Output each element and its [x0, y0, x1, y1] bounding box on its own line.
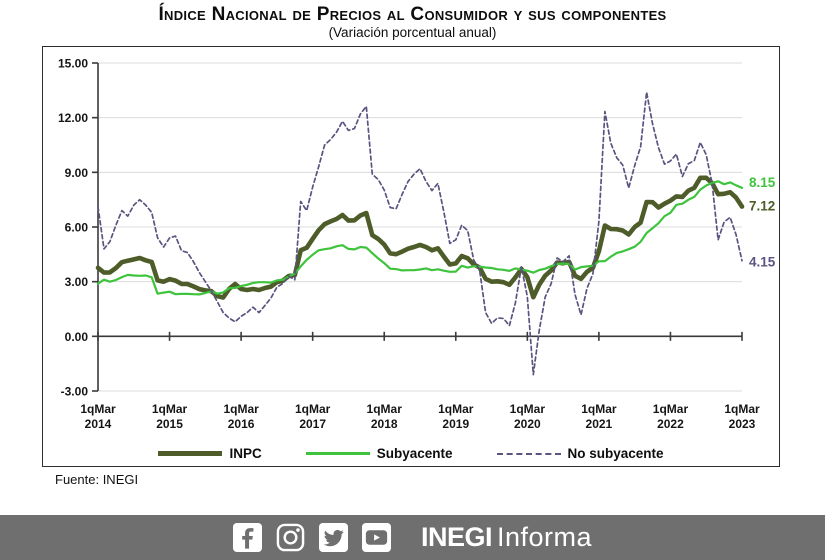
youtube-icon[interactable]: [361, 523, 391, 552]
x-tick-label-year: 2022: [657, 417, 684, 431]
x-tick-label-year: 2023: [729, 417, 756, 431]
x-tick-label-year: 2021: [586, 417, 613, 431]
y-tick-label: 9.00: [65, 166, 89, 180]
x-tick-label-year: 2015: [156, 417, 183, 431]
source-note: Fuente: INEGI: [55, 472, 139, 487]
x-tick-label-period: 1qMar: [724, 402, 760, 416]
x-tick-label-year: 2018: [371, 417, 398, 431]
x-axis: 1qMar20141qMar20151qMar20161qMar20171qMa…: [80, 331, 760, 431]
x-tick-label-period: 1qMar: [438, 402, 474, 416]
x-tick-label-period: 1qMar: [295, 402, 331, 416]
chart-legend: INPC Subyacente No subyacente: [43, 446, 779, 461]
legend-label-subyacente: Subyacente: [376, 446, 453, 461]
x-tick-label-period: 1qMar: [152, 402, 188, 416]
footer-bar: INEGI Informa: [0, 515, 825, 560]
logo-inegi: INEGI: [420, 522, 493, 552]
legend-item-no-subyacente: No subyacente: [496, 446, 664, 461]
y-tick-label: 15.00: [58, 57, 88, 71]
legend-item-subyacente: Subyacente: [305, 446, 453, 461]
series-line-0: [95, 175, 745, 300]
x-tick-label-period: 1qMar: [510, 402, 546, 416]
x-tick-label-period: 1qMar: [80, 402, 116, 416]
no-subyacente-line-swatch: [496, 452, 561, 455]
y-tick-label: 6.00: [65, 221, 89, 235]
end-value-label-1: 8.15: [749, 175, 776, 190]
y-tick-label: -3.00: [61, 385, 89, 399]
end-value-label-0: 7.12: [749, 199, 775, 214]
series-line-2: [97, 91, 743, 376]
facebook-icon[interactable]: [232, 523, 262, 552]
x-tick-label-year: 2017: [299, 417, 326, 431]
x-tick-label-year: 2016: [228, 417, 255, 431]
x-tick-label-year: 2014: [85, 417, 112, 431]
legend-label-no-subyacente: No subyacente: [567, 446, 664, 461]
y-axis: 15.00 12.00 9.00 6.00 3.00 0.00 -3.00: [58, 57, 99, 399]
instagram-icon[interactable]: [276, 523, 305, 552]
end-value-label-2: 4.15: [749, 255, 776, 270]
chart-title: Índice Nacional de Precios al Consumidor…: [158, 4, 667, 25]
legend-label-inpc: INPC: [229, 446, 262, 461]
x-tick-label-period: 1qMar: [581, 402, 617, 416]
logo-informa: Informa: [496, 522, 593, 552]
line-chart: 15.0012.009.006.003.000.00-3.001qMar2014…: [58, 57, 776, 432]
x-tick-label-year: 2019: [442, 417, 469, 431]
y-tick-label: 3.00: [65, 275, 89, 289]
inegi-informa-logo: INEGI Informa: [421, 522, 592, 553]
inpc-line-swatch: [158, 451, 223, 456]
chart-subtitle: (Variación porcentual anual): [328, 25, 497, 40]
x-tick-label-period: 1qMar: [653, 402, 689, 416]
twitter-icon[interactable]: [318, 523, 348, 552]
y-tick-label: 0.00: [65, 330, 89, 344]
series-line-1: [96, 180, 744, 296]
x-tick-label-period: 1qMar: [367, 402, 403, 416]
chart-frame: 15.00 12.00 9.00 6.00 3.00 0.00 -3.00 1qMar 2014…: [42, 46, 780, 467]
y-tick-label: 12.00: [58, 111, 88, 125]
x-tick-label-year: 2020: [514, 417, 541, 431]
gridlines: [98, 62, 742, 392]
legend-item-inpc: INPC: [158, 446, 262, 461]
x-tick-label-period: 1qMar: [223, 402, 259, 416]
subyacente-line-swatch: [305, 452, 370, 455]
